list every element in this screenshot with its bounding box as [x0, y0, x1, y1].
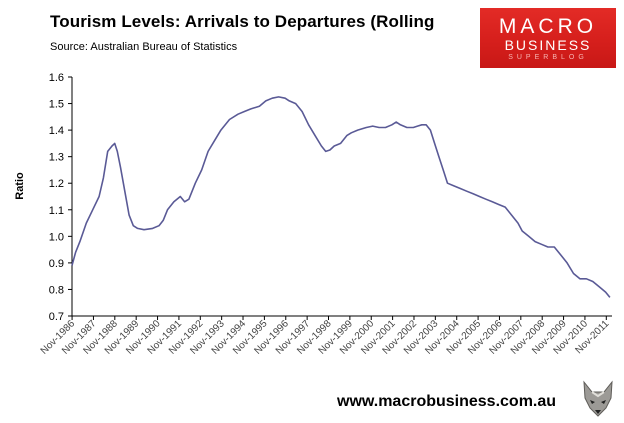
y-tick-label: 1.4	[49, 125, 64, 137]
website-url[interactable]: www.macrobusiness.com.au	[337, 393, 557, 410]
y-tick-label: 1.0	[49, 231, 64, 243]
macrobusiness-logo[interactable]: MACRO BUSINESS SUPERBLOG	[480, 8, 616, 68]
y-tick-label: 1.2	[49, 178, 64, 190]
y-tick-label: 0.7	[49, 311, 64, 323]
chart-title: Tourism Levels: Arrivals to Departures (…	[50, 12, 435, 31]
y-tick-label: 0.9	[49, 258, 64, 270]
y-tick-label: 0.8	[49, 284, 64, 296]
y-tick-label: 1.3	[49, 152, 64, 164]
logo-line-2: BUSINESS	[504, 37, 592, 53]
x-axis-ticks: Nov-1986Nov-1987Nov-1988Nov-1989Nov-1990…	[39, 316, 612, 357]
y-tick-label: 1.6	[49, 72, 64, 84]
chart-series	[71, 96, 611, 298]
fox-icon	[578, 378, 618, 420]
y-axis-ticks: 0.7 0.8 0.9 1.0 1.1 1.2 1.3 1.4 1.5 1.6	[49, 72, 72, 323]
chart-source: Source: Australian Bureau of Statistics	[50, 41, 238, 53]
logo-line-1: MACRO	[498, 15, 598, 38]
series-line	[71, 96, 611, 298]
logo-line-3: SUPERBLOG	[508, 54, 588, 61]
chart-axes	[71, 77, 612, 317]
y-tick-label: 1.5	[49, 99, 64, 111]
y-tick-label: 1.1	[49, 205, 64, 217]
